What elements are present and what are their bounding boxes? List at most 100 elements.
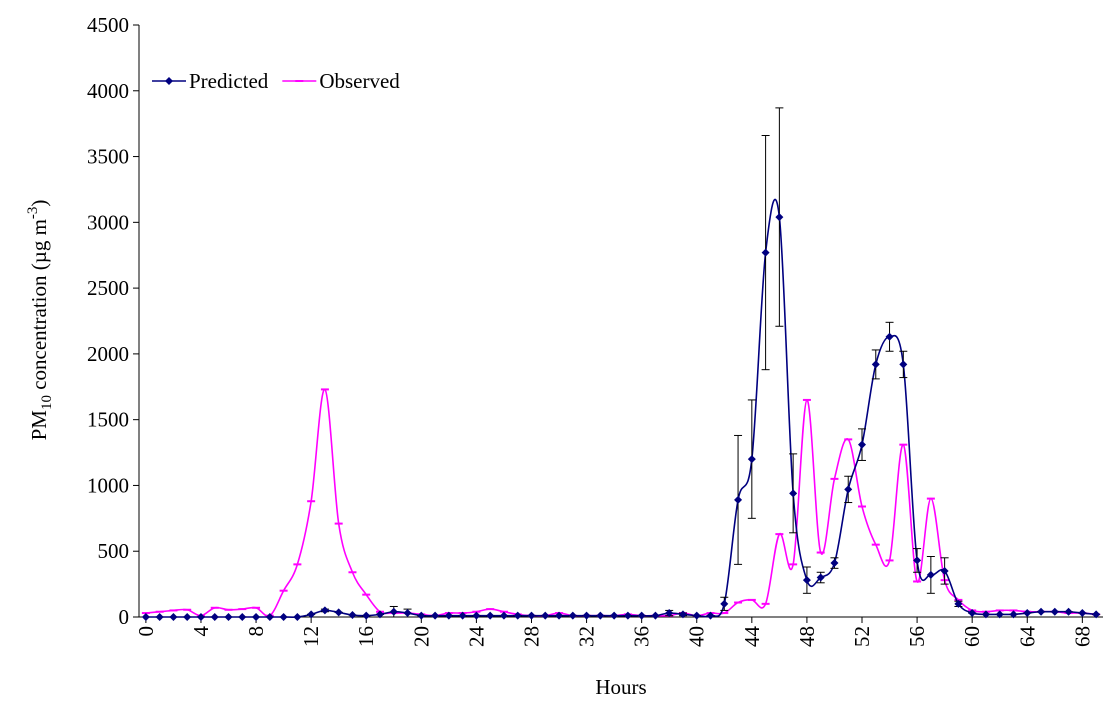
- marker: [871, 360, 880, 369]
- x-tick-label: 0: [134, 626, 158, 637]
- y-tick-label: 500: [98, 539, 130, 563]
- marker: [678, 610, 687, 619]
- marker: [596, 611, 605, 620]
- marker: [527, 611, 536, 620]
- marker: [830, 559, 839, 568]
- x-tick-label: 24: [464, 626, 488, 648]
- marker: [981, 610, 990, 619]
- marker: [623, 611, 632, 620]
- marker: [348, 611, 357, 620]
- y-tick-label: 0: [119, 605, 130, 629]
- marker: [458, 611, 467, 620]
- marker: [252, 613, 261, 621]
- y-label-part: PM: [27, 410, 51, 441]
- marker: [858, 440, 866, 449]
- marker: [1092, 610, 1101, 619]
- marker: [486, 611, 495, 620]
- legend-label: Predicted: [189, 69, 269, 93]
- marker: [444, 611, 453, 620]
- marker: [885, 332, 894, 341]
- marker: [1050, 607, 1059, 616]
- marker: [307, 610, 316, 619]
- x-axis-label: Hours: [595, 675, 646, 699]
- marker: [844, 485, 853, 494]
- legend-item: Predicted: [152, 69, 269, 93]
- marker: [541, 611, 550, 620]
- marker: [968, 609, 977, 618]
- marker: [169, 613, 178, 621]
- marker: [747, 455, 756, 464]
- marker: [155, 613, 164, 621]
- marker: [293, 613, 302, 621]
- x-tick-label: 28: [519, 626, 543, 647]
- marker: [376, 610, 384, 619]
- marker: [940, 566, 949, 575]
- marker: [692, 611, 701, 620]
- marker: [265, 613, 274, 621]
- marker: [761, 248, 770, 257]
- x-tick-label: 44: [740, 626, 764, 648]
- marker: [210, 613, 219, 621]
- y-label-sub: 10: [39, 395, 55, 410]
- marker: [720, 599, 729, 608]
- marker: [734, 495, 743, 504]
- x-tick-label: 36: [630, 626, 654, 647]
- marker: [568, 611, 577, 620]
- marker: [1009, 610, 1018, 619]
- y-tick-label: 3500: [87, 145, 129, 169]
- marker: [362, 611, 371, 620]
- x-tick-label: 4: [189, 626, 213, 637]
- marker: [995, 610, 1004, 619]
- y-tick-label: 1000: [87, 473, 129, 497]
- legend-item: Observed: [282, 69, 400, 93]
- marker: [472, 611, 481, 620]
- y-tick-label: 4500: [87, 13, 129, 37]
- y-tick-label: 2500: [87, 276, 129, 300]
- marker: [637, 611, 646, 620]
- marker: [651, 611, 660, 620]
- marker: [610, 611, 619, 620]
- marker: [279, 613, 288, 621]
- marker: [513, 611, 522, 620]
- marker: [238, 613, 247, 621]
- y-tick-label: 2000: [87, 342, 129, 366]
- marker: [1037, 607, 1046, 616]
- marker: [899, 360, 908, 369]
- marker: [1078, 609, 1087, 618]
- marker: [141, 613, 150, 621]
- x-tick-label: 16: [354, 626, 378, 647]
- marker: [196, 613, 205, 621]
- x-tick-label: 48: [795, 626, 819, 647]
- x-tick-label: 56: [905, 626, 929, 647]
- y-axis-label: PM10 concentration (µg m-3): [25, 200, 55, 441]
- y-label-part: concentration (µg m: [27, 219, 51, 395]
- marker: [802, 576, 811, 585]
- marker: [183, 613, 192, 621]
- marker: [555, 611, 564, 620]
- y-tick-label: 4000: [87, 79, 129, 103]
- marker: [954, 599, 963, 608]
- x-tick-label: 8: [244, 626, 268, 637]
- x-tick-label: 32: [575, 626, 599, 647]
- x-tick-label: 64: [1015, 626, 1039, 648]
- marker: [1023, 609, 1032, 618]
- marker: [417, 611, 426, 620]
- x-tick-label: 20: [409, 626, 433, 647]
- marker: [706, 611, 715, 620]
- marker: [403, 609, 412, 618]
- marker: [334, 608, 343, 617]
- y-label-sup: -3: [25, 207, 41, 220]
- marker: [582, 611, 591, 620]
- marker: [1064, 607, 1073, 616]
- marker: [665, 609, 674, 618]
- x-tick-label: 40: [685, 626, 709, 647]
- marker: [926, 570, 935, 579]
- marker: [224, 613, 233, 621]
- legend-marker: [165, 77, 173, 85]
- y-tick-label: 1500: [87, 408, 129, 432]
- y-label-part: ): [27, 200, 51, 207]
- marker: [499, 611, 508, 620]
- marker: [389, 607, 398, 616]
